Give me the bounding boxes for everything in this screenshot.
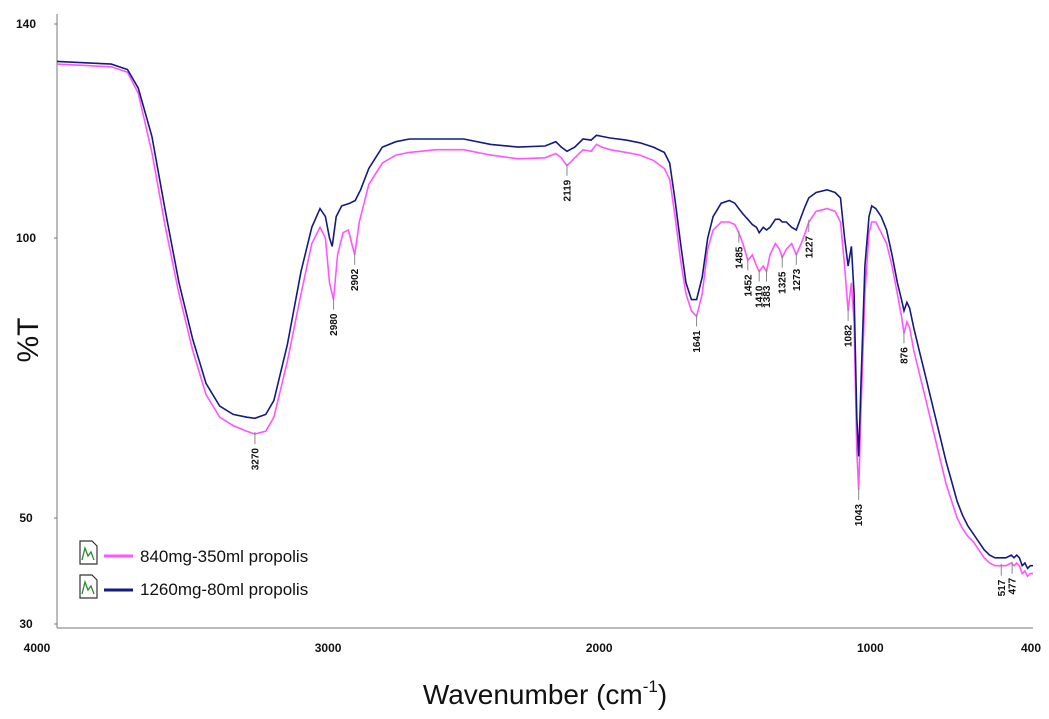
peak-label: 2980 bbox=[329, 313, 340, 336]
peak-label: 1410 bbox=[755, 285, 766, 308]
peak-label: 1273 bbox=[792, 268, 803, 291]
x-axis-label-end: ) bbox=[658, 679, 667, 710]
peak-label: 1043 bbox=[854, 504, 865, 527]
peak-label: 2119 bbox=[562, 179, 573, 201]
y-tick-label: 50 bbox=[19, 511, 33, 525]
y-tick-label: 140 bbox=[16, 17, 36, 31]
peak-label: 1383 bbox=[762, 285, 773, 308]
peak-label: 1082 bbox=[844, 324, 855, 347]
series-layer bbox=[56, 60, 1033, 578]
x-tick-label: 4000 bbox=[24, 641, 51, 655]
series-line-1 bbox=[56, 60, 1033, 570]
peak-label: 477 bbox=[1008, 577, 1019, 594]
x-tick-label: 2000 bbox=[586, 641, 613, 655]
legend: 840mg-350ml propolis 1260mg-80ml propoli… bbox=[79, 540, 308, 599]
legend-item-1: 1260mg-80ml propolis bbox=[79, 574, 308, 599]
y-axis-label: %T bbox=[12, 318, 45, 363]
legend-label-1: 1260mg-80ml propolis bbox=[140, 580, 308, 599]
peak-label: 3270 bbox=[250, 448, 261, 471]
x-axis-label-main: Wavenumber (cm bbox=[423, 679, 643, 710]
tick-labels: 140 100 50 30 4000 3000 2000 1000 400 bbox=[16, 17, 1041, 655]
peak-label: 1452 bbox=[743, 274, 754, 297]
spectrum-file-icon bbox=[79, 540, 98, 565]
x-axis-label-sup: -1 bbox=[643, 677, 658, 696]
x-tick-label: 400 bbox=[1021, 641, 1041, 655]
legend-label-0: 840mg-350ml propolis bbox=[140, 547, 308, 566]
peak-label: 1485 bbox=[734, 246, 745, 269]
legend-item-0: 840mg-350ml propolis bbox=[79, 540, 308, 566]
peak-label: 2902 bbox=[350, 268, 361, 291]
peak-label: 1325 bbox=[778, 271, 789, 294]
peak-label: 517 bbox=[997, 579, 1008, 596]
y-tick-label: 100 bbox=[16, 231, 36, 245]
x-tick-label: 3000 bbox=[315, 641, 342, 655]
x-axis-label: Wavenumber (cm-1) bbox=[423, 677, 667, 710]
peak-label: 876 bbox=[899, 347, 910, 364]
peak-label: 1641 bbox=[692, 330, 703, 353]
y-tick-label: 30 bbox=[19, 617, 33, 631]
spectrum-file-icon bbox=[79, 574, 98, 599]
x-tick-label: 1000 bbox=[857, 641, 884, 655]
axes bbox=[56, 14, 1033, 629]
peak-label: 1227 bbox=[804, 236, 815, 259]
series-line-0 bbox=[56, 63, 1033, 578]
